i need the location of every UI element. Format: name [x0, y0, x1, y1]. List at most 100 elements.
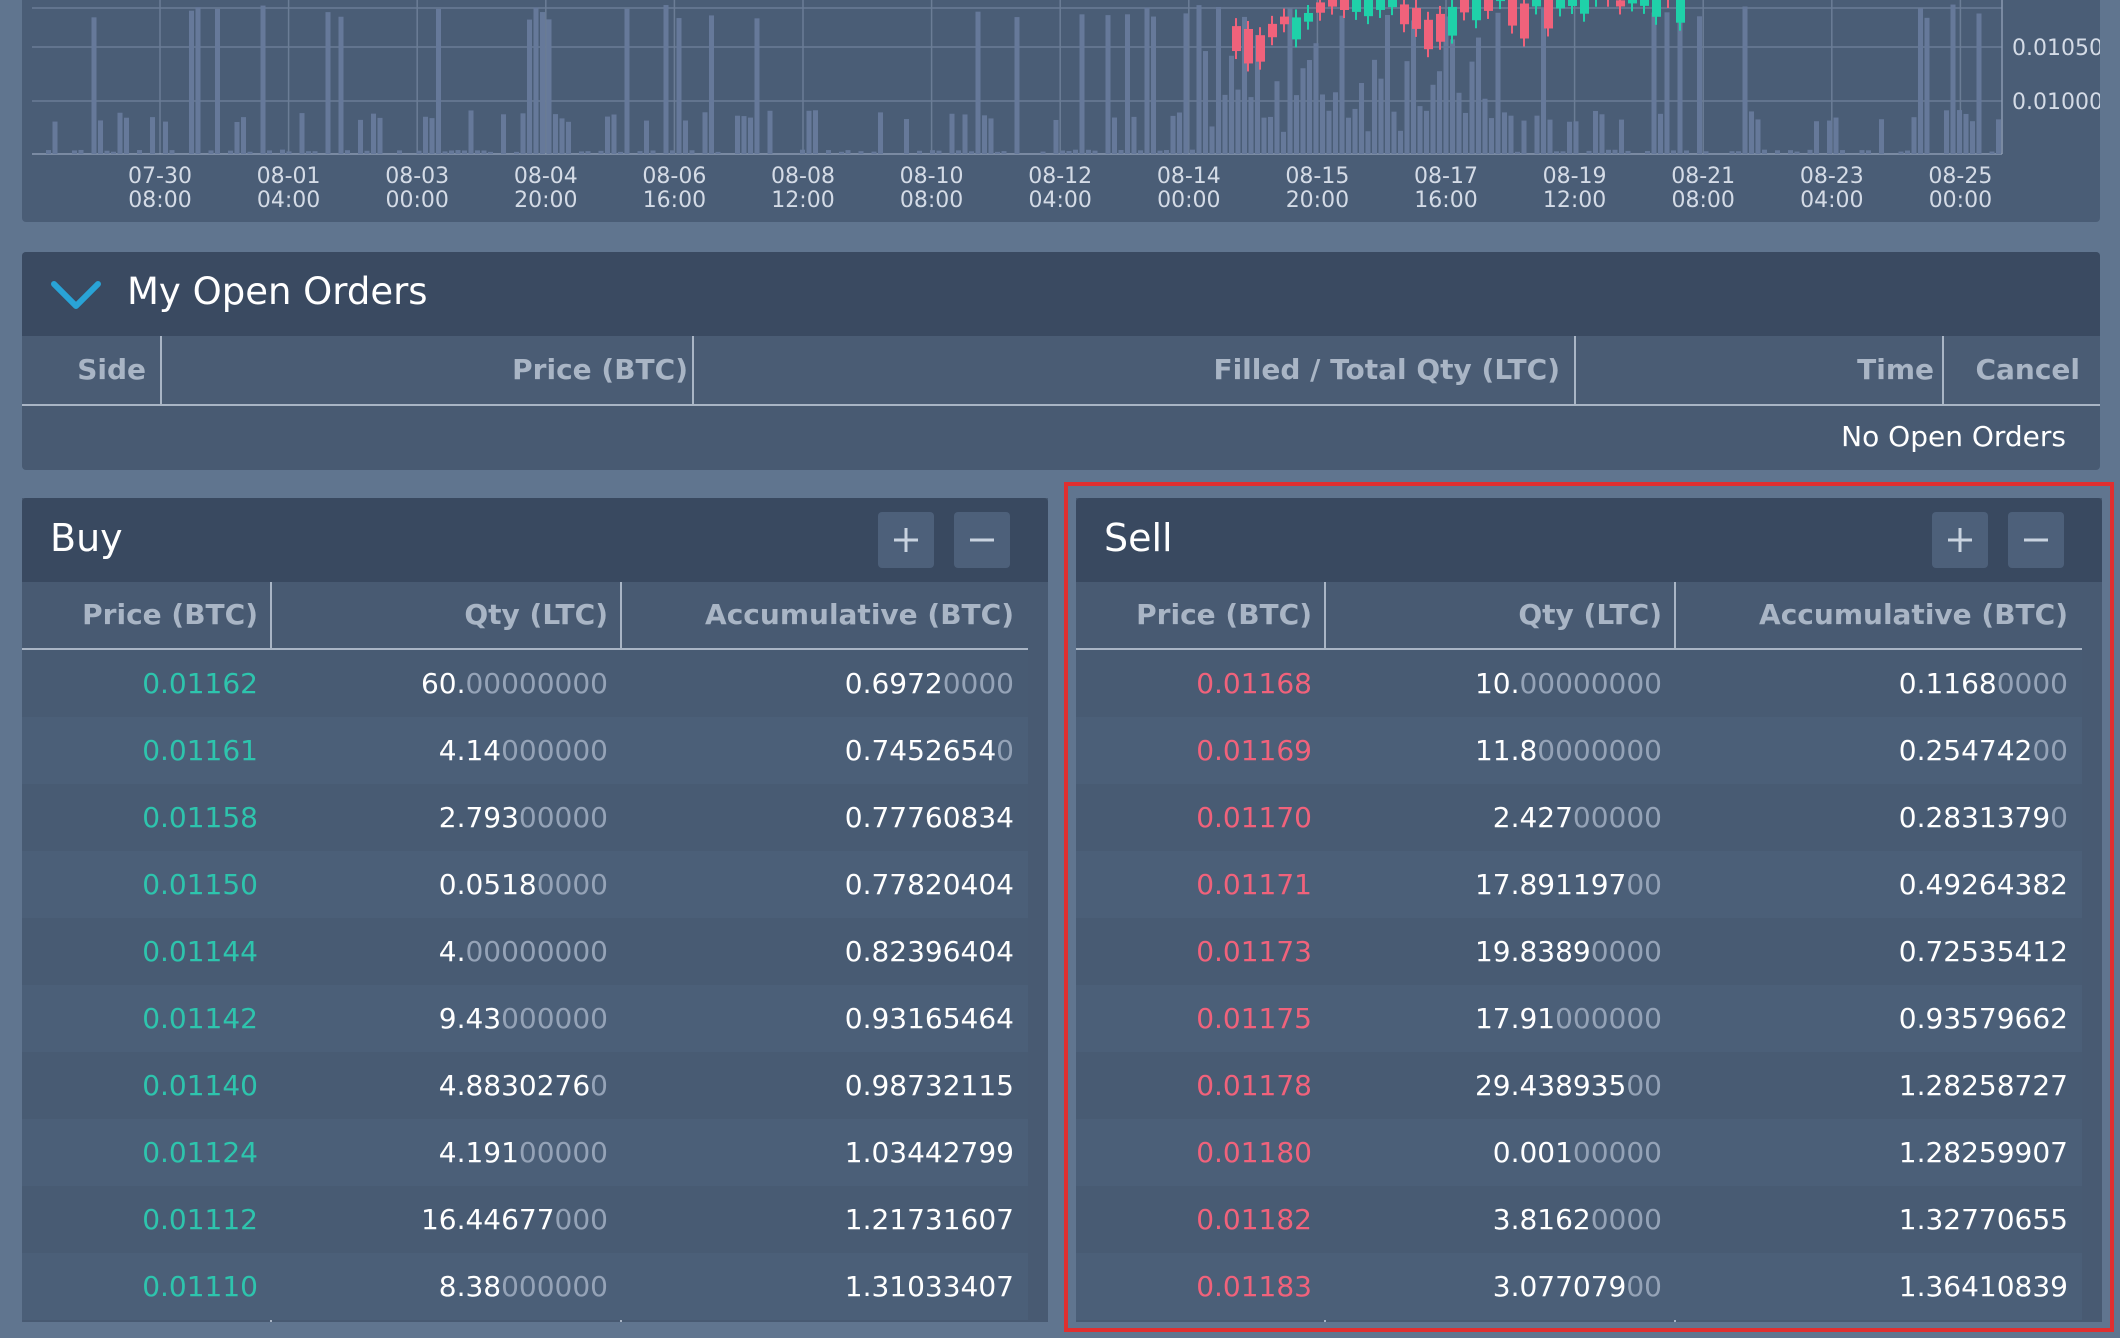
- sell-order-row[interactable]: 0.01175 17.91000000 0.93579662: [1076, 985, 2082, 1052]
- buy-order-row[interactable]: 0.01110 8.38000000 1.31033407: [22, 1253, 1028, 1320]
- volume-bar: [1794, 151, 1800, 154]
- volume-bar: [1372, 59, 1377, 154]
- buy-qty-cell-significant: 2.793: [438, 801, 519, 834]
- volume-bar: [488, 151, 493, 154]
- volume-bar: [1333, 92, 1338, 154]
- volume-bar: [1658, 113, 1663, 154]
- sell-order-row[interactable]: 0.01170 2.42700000 0.28313790: [1076, 784, 2082, 851]
- buy-qty-cell-trailing-zeros: 00000000: [465, 667, 608, 700]
- sell-order-row[interactable]: 0.01171 17.89119700 0.49264382: [1076, 851, 2082, 918]
- sell-accumulative-cell: 0.25474200: [1676, 717, 2082, 784]
- volume-bar: [1905, 150, 1910, 154]
- volume-bar: [1463, 112, 1468, 154]
- buy-column-accumulative[interactable]: Accumulative (BTC): [705, 598, 1014, 631]
- buy-column-qty[interactable]: Qty (LTC): [464, 598, 608, 631]
- volume-bar: [1001, 151, 1007, 154]
- buy-order-row[interactable]: 0.01158 2.79300000 0.77760834: [22, 784, 1028, 851]
- column-side[interactable]: Side: [77, 353, 146, 386]
- buy-order-row[interactable]: 0.01162 60.00000000 0.69720000: [22, 650, 1028, 717]
- volume-bar: [1469, 61, 1475, 154]
- buy-qty-cell-trailing-zeros: 000000: [501, 1270, 608, 1303]
- x-tick-label: 12:00: [1543, 188, 1606, 213]
- volume-bar: [735, 115, 740, 154]
- buy-price-cell: 0.01158: [142, 801, 258, 834]
- volume-bar: [956, 150, 961, 154]
- sell-expand-button[interactable]: [1932, 512, 1988, 568]
- sell-collapse-button[interactable]: [2008, 512, 2064, 568]
- buy-order-row[interactable]: 0.01112 16.44677000 1.21731607: [22, 1186, 1028, 1253]
- sell-accumulative-cell: 1.32770655: [1676, 1186, 2082, 1253]
- sell-order-row[interactable]: 0.01178 29.43893500 1.28258727: [1076, 1052, 2082, 1119]
- sell-accumulative-cell-significant: 0.72535412: [1898, 935, 2068, 968]
- sell-order-row[interactable]: 0.01183 3.07707900 1.36410839: [1076, 1253, 2082, 1320]
- column-price[interactable]: Price (BTC): [512, 353, 688, 386]
- buy-qty-cell-trailing-zeros: 0000: [536, 868, 608, 901]
- buy-qty-cell: 4.19100000: [272, 1119, 622, 1186]
- volume-bar: [345, 150, 350, 154]
- chevron-down-icon[interactable]: [50, 278, 102, 312]
- x-tick-label: 08-14: [1157, 164, 1221, 189]
- sell-order-row[interactable]: 0.01168 10.00000000 0.11680000: [1076, 650, 2082, 717]
- volume-bar: [1125, 14, 1130, 154]
- sell-accumulative-cell: 0.11680000: [1676, 650, 2082, 717]
- buy-expand-button[interactable]: [878, 512, 934, 568]
- volume-bar: [267, 150, 272, 154]
- buy-order-row[interactable]: 0.01142 9.43000000 0.93165464: [22, 985, 1028, 1052]
- sell-qty-cell-trailing-zeros: 0000: [1590, 935, 1662, 968]
- sell-qty-cell-significant: 17.91: [1474, 1002, 1556, 1035]
- volume-bar: [299, 113, 305, 154]
- volume-bar: [475, 150, 480, 154]
- buy-title: Buy: [50, 516, 123, 560]
- sell-column-header: Price (BTC) Qty (LTC) Accumulative (BTC): [1076, 582, 2082, 650]
- minus-icon: [2024, 538, 2048, 542]
- volume-bar: [670, 150, 675, 154]
- sell-order-row[interactable]: 0.01169 11.80000000 0.25474200: [1076, 717, 2082, 784]
- buy-qty-cell-significant: 4.14: [438, 734, 502, 767]
- buy-qty-cell-trailing-zeros: 000000: [501, 734, 608, 767]
- open-orders-header[interactable]: My Open Orders: [22, 252, 2100, 336]
- volume-bar: [1749, 111, 1754, 154]
- volume-bar: [969, 151, 974, 154]
- sell-column-qty[interactable]: Qty (LTC): [1518, 598, 1662, 631]
- buy-order-row[interactable]: 0.01140 4.88302760 0.98732115: [22, 1052, 1028, 1119]
- volume-bar: [1203, 51, 1208, 154]
- buy-order-row[interactable]: 0.01161 4.14000000 0.74526540: [22, 717, 1028, 784]
- sell-column-accumulative[interactable]: Accumulative (BTC): [1759, 598, 2068, 631]
- sell-price-cell: 0.01183: [1196, 1270, 1312, 1303]
- volume-bar: [111, 151, 116, 154]
- volume-bar: [1508, 115, 1514, 154]
- volume-bar: [1066, 150, 1072, 154]
- candle-body: [1568, 0, 1577, 6]
- sell-qty-cell: 17.89119700: [1326, 851, 1676, 918]
- sell-order-row[interactable]: 0.01180 0.00100000 1.28259907: [1076, 1119, 2082, 1186]
- sell-qty-cell-trailing-zeros: 000000: [1555, 1002, 1662, 1035]
- volume-bar: [1625, 150, 1631, 154]
- volume-bar: [689, 150, 695, 154]
- buy-collapse-button[interactable]: [954, 512, 1010, 568]
- sell-order-row[interactable]: 0.01182 3.81620000 1.32770655: [1076, 1186, 2082, 1253]
- volume-bar: [975, 11, 981, 154]
- volume-bar: [1242, 16, 1247, 154]
- buy-column-price[interactable]: Price (BTC): [82, 598, 258, 631]
- volume-bar: [1307, 60, 1312, 154]
- sell-price-cell: 0.01168: [1196, 667, 1312, 700]
- column-cancel[interactable]: Cancel: [1975, 353, 2080, 386]
- column-filled-total-qty[interactable]: Filled / Total Qty (LTC): [1213, 353, 1560, 386]
- buy-order-row[interactable]: 0.01124 4.19100000 1.03442799: [22, 1119, 1028, 1186]
- buy-order-row[interactable]: 0.01150 0.05180000 0.77820404: [22, 851, 1028, 918]
- volume-bar: [1287, 8, 1293, 154]
- buy-accumulative-cell-significant: 0.77820404: [844, 868, 1014, 901]
- sell-column-price[interactable]: Price (BTC): [1136, 598, 1312, 631]
- buy-order-row[interactable]: 0.01144 4.00000000 0.82396404: [22, 918, 1028, 985]
- volume-bar: [1073, 149, 1078, 154]
- sell-order-row[interactable]: 0.01173 19.83890000 0.72535412: [1076, 918, 2082, 985]
- column-time[interactable]: Time: [1857, 353, 1934, 386]
- buy-accumulative-cell-significant: 1.31033407: [844, 1270, 1014, 1303]
- open-orders-column-header: Side Price (BTC) Filled / Total Qty (LTC…: [22, 336, 2100, 406]
- volume-bar: [702, 112, 708, 154]
- volume-bar: [1365, 131, 1371, 154]
- sell-qty-cell-significant: 3.077079: [1492, 1270, 1627, 1303]
- candle-body: [1232, 26, 1241, 52]
- volume-bar: [1976, 13, 1982, 154]
